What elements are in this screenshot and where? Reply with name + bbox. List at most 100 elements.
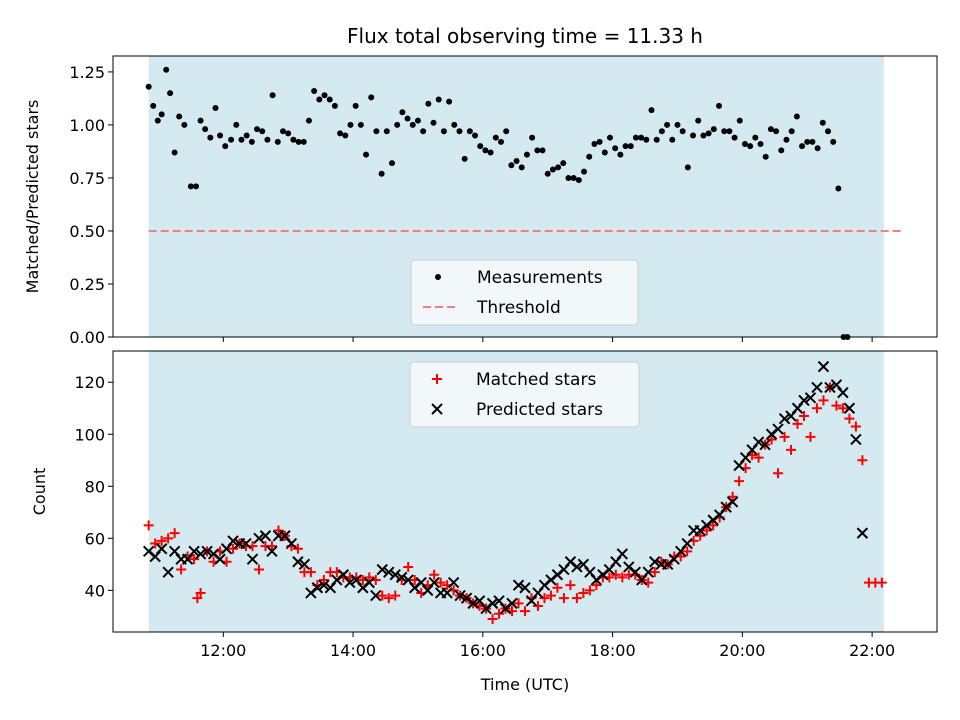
predicted-point bbox=[486, 597, 499, 610]
matched-point bbox=[150, 538, 161, 549]
matched-point bbox=[818, 395, 829, 406]
data-point bbox=[295, 138, 302, 145]
predicted-point bbox=[616, 548, 629, 560]
data-point bbox=[259, 128, 266, 135]
data-point bbox=[835, 185, 842, 192]
predicted-point bbox=[428, 576, 440, 589]
x-tick-label: 22:00 bbox=[849, 641, 895, 660]
data-point bbox=[503, 128, 510, 135]
matched-point bbox=[610, 569, 621, 580]
predicted-point bbox=[778, 412, 791, 425]
data-point bbox=[497, 138, 504, 145]
legend-label-threshold: Threshold bbox=[476, 298, 561, 318]
predicted-point bbox=[571, 561, 583, 573]
data-point bbox=[363, 151, 370, 158]
predicted-point bbox=[311, 582, 324, 594]
data-point bbox=[163, 66, 170, 73]
legend-marker-predicted bbox=[431, 403, 443, 415]
matched-point bbox=[786, 444, 797, 455]
predicted-point bbox=[292, 556, 304, 568]
matched-point bbox=[649, 567, 660, 578]
predicted-point bbox=[759, 438, 771, 451]
legend-label-measurements: Measurements bbox=[477, 268, 603, 288]
predicted-point bbox=[389, 569, 401, 581]
predicted-point bbox=[726, 496, 739, 508]
predicted-point bbox=[298, 558, 311, 571]
matched-point bbox=[876, 577, 887, 588]
data-point bbox=[518, 164, 525, 171]
data-point bbox=[534, 147, 541, 154]
axes-frame bbox=[112, 350, 938, 633]
data-point bbox=[274, 138, 281, 145]
data-point bbox=[778, 147, 785, 154]
matched-point bbox=[176, 564, 187, 575]
data-point bbox=[394, 121, 401, 128]
data-point bbox=[409, 121, 416, 128]
predicted-point bbox=[162, 566, 174, 578]
data-point bbox=[773, 128, 780, 135]
data-point bbox=[269, 92, 276, 99]
matched-point bbox=[253, 564, 264, 575]
y-tick-label: 40 bbox=[85, 581, 105, 600]
data-point bbox=[383, 128, 390, 135]
data-point bbox=[523, 151, 530, 158]
predicted-point bbox=[246, 553, 259, 565]
predicted-point bbox=[681, 537, 693, 550]
data-point bbox=[331, 102, 338, 109]
predicted-point bbox=[383, 566, 395, 578]
matched-point bbox=[545, 590, 556, 601]
data-point bbox=[643, 136, 650, 143]
matched-point bbox=[487, 613, 498, 624]
predicted-point bbox=[363, 576, 375, 589]
data-point bbox=[664, 121, 671, 128]
matched-point bbox=[539, 593, 550, 604]
matched-point bbox=[364, 572, 375, 583]
predicted-point bbox=[188, 545, 200, 558]
data-point bbox=[741, 141, 748, 148]
x-axis-label: Time (UTC) bbox=[480, 675, 569, 694]
data-point bbox=[456, 128, 463, 135]
data-point bbox=[217, 132, 224, 139]
predicted-point bbox=[441, 587, 453, 599]
matched-point bbox=[766, 434, 777, 445]
predicted-point bbox=[506, 597, 518, 610]
matched-point bbox=[435, 577, 446, 588]
bottom-panel: 40 60 80 100 120 Count 12:00 14:00 16:00 18:00 20:… bbox=[30, 350, 938, 660]
top-panel: 0.00 0.25 0.50 0.75 1.00 1.25 Matched/Predicte… bbox=[23, 55, 938, 347]
data-point bbox=[804, 138, 811, 145]
data-point bbox=[347, 121, 354, 128]
data-point bbox=[710, 126, 717, 133]
matched-point bbox=[429, 569, 440, 580]
data-point bbox=[830, 138, 837, 145]
data-point bbox=[248, 138, 255, 145]
matched-point bbox=[156, 535, 167, 546]
data-point bbox=[420, 128, 427, 135]
data-point bbox=[622, 143, 629, 150]
data-point bbox=[477, 143, 484, 150]
data-point bbox=[669, 136, 676, 143]
predicted-point bbox=[344, 576, 356, 589]
matched-point bbox=[494, 608, 505, 619]
predicted-point bbox=[259, 530, 272, 542]
matched-point bbox=[617, 572, 628, 583]
data-point bbox=[513, 157, 520, 164]
legend-box bbox=[409, 361, 640, 428]
matched-point bbox=[377, 590, 388, 601]
data-point bbox=[254, 126, 261, 133]
predicted-point bbox=[376, 563, 388, 576]
legend-box bbox=[410, 259, 639, 326]
data-point bbox=[414, 117, 421, 124]
data-point bbox=[601, 149, 608, 156]
data-points bbox=[142, 360, 887, 624]
data-point bbox=[544, 170, 551, 177]
y-tick-label: 60 bbox=[85, 529, 105, 548]
data-point bbox=[243, 132, 250, 139]
data-point bbox=[586, 153, 593, 160]
data-point bbox=[305, 117, 312, 124]
data-point bbox=[700, 132, 707, 139]
data-point bbox=[752, 134, 759, 141]
matched-point bbox=[383, 593, 394, 604]
predicted-point bbox=[285, 537, 298, 550]
predicted-point bbox=[194, 548, 207, 560]
x-tick-label: 18:00 bbox=[590, 641, 636, 660]
